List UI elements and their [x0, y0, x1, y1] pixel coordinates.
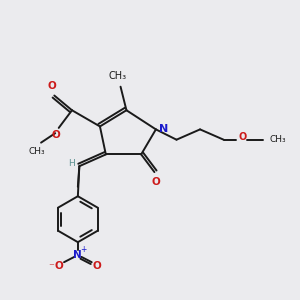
Text: +: + [80, 245, 86, 254]
Text: CH₃: CH₃ [109, 71, 127, 81]
Text: O: O [52, 130, 61, 140]
Text: N: N [159, 124, 169, 134]
Text: O: O [238, 132, 247, 142]
Text: N: N [74, 250, 82, 260]
Text: O: O [152, 177, 160, 188]
Text: O: O [93, 261, 101, 271]
Text: O: O [54, 261, 63, 271]
Text: H: H [68, 159, 74, 168]
Text: CH₃: CH₃ [269, 135, 286, 144]
Text: O: O [48, 81, 56, 91]
Text: ⁻: ⁻ [48, 262, 54, 272]
Text: CH₃: CH₃ [28, 147, 45, 156]
